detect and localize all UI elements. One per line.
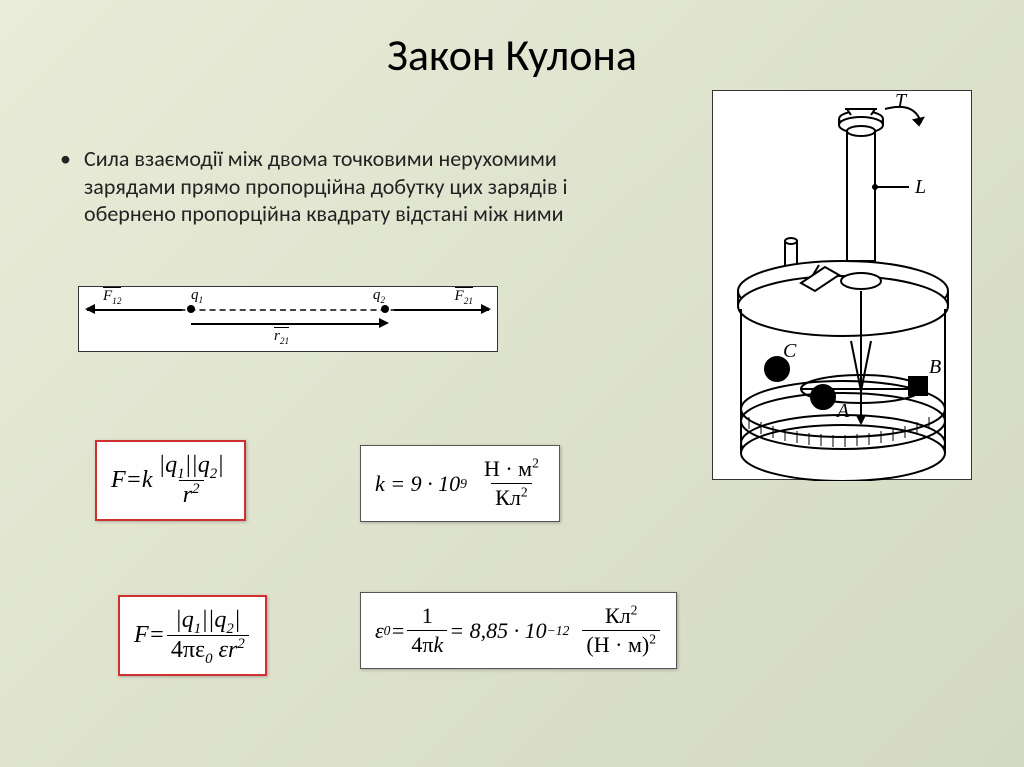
torsion-balance-diagram: T L C B A — [712, 90, 972, 480]
label-T: T — [895, 91, 908, 112]
label-B: B — [929, 356, 941, 378]
formula-coulomb-k: F = k |q1||q2| r2 — [95, 440, 246, 521]
label-C: C — [783, 340, 797, 362]
bullet-text: Сила взаємодії між двома точковими нерух… — [84, 145, 600, 228]
bullet-dot: • — [60, 145, 84, 228]
bullet-block: • Сила взаємодії між двома точковими нер… — [60, 145, 600, 228]
force-diagram: F12 q1 q2 F21 r21 — [78, 286, 498, 352]
formula-eps0-value: ε0 = 1 4πk = 8,85 · 10−12 Кл2 (Н · м)2 — [360, 592, 677, 669]
formula-k-value: k = 9 · 109 Н · м2 Кл2 — [360, 445, 560, 522]
label-L: L — [914, 176, 926, 198]
slide-title: Закон Кулона — [0, 0, 1024, 82]
label-A: A — [835, 400, 850, 422]
formula-coulomb-eps: F = |q1||q2| 4πε0 εr2 — [118, 595, 267, 676]
